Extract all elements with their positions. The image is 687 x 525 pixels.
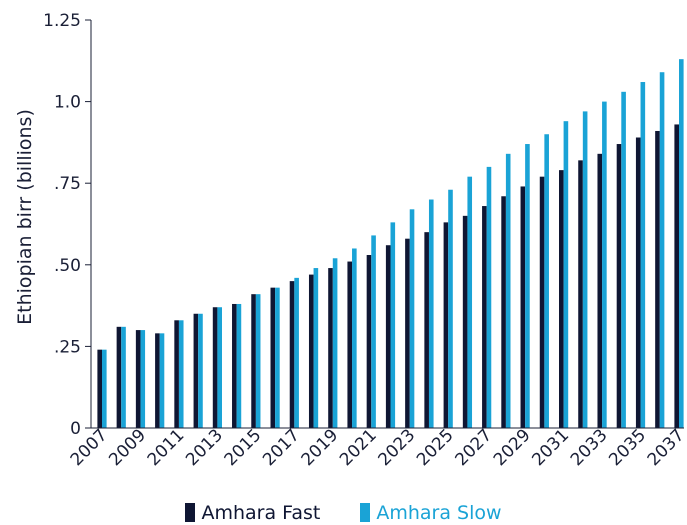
legend-item-amhara-fast: Amhara Fast	[185, 502, 320, 524]
bar-amhara-fast-2034	[616, 144, 622, 428]
bar-amhara-fast-2007	[97, 349, 102, 428]
bar-amhara-slow-2032	[582, 111, 588, 428]
bar-amhara-fast-2022	[385, 245, 391, 428]
bar-amhara-slow-2025	[448, 189, 453, 428]
bar-amhara-fast-2008	[116, 326, 122, 428]
bar-amhara-slow-2019	[332, 258, 338, 428]
bar-amhara-slow-2013	[217, 307, 222, 428]
y-axis-title-group: Ethiopian birr (billions)	[14, 109, 36, 325]
y-tick-label: .25	[54, 337, 81, 357]
axes-group	[90, 20, 684, 429]
bar-amhara-fast-2019	[328, 268, 333, 428]
bar-amhara-fast-2015	[251, 294, 256, 428]
bar-amhara-fast-2026	[462, 215, 468, 428]
bar-amhara-slow-2031	[563, 121, 569, 429]
bar-amhara-fast-2033	[597, 153, 603, 428]
bar-amhara-slow-2017	[294, 277, 299, 428]
bar-amhara-fast-2011	[174, 320, 179, 428]
x-tick-label: 2027	[451, 425, 496, 470]
x-tick-label: 2033	[567, 425, 612, 470]
bar-amhara-fast-2031	[559, 170, 564, 428]
bar-amhara-fast-2035	[635, 137, 641, 428]
bar-amhara-fast-2036	[655, 130, 660, 429]
bar-amhara-fast-2024	[424, 232, 429, 428]
y-axis-ticks: 0 .25 .50 .75 1.0 1.25	[43, 11, 91, 439]
x-tick-label: 2029	[490, 425, 535, 470]
bar-amhara-slow-2036	[659, 72, 665, 428]
x-tick-label: 2035	[605, 425, 650, 470]
bar-amhara-slow-2024	[428, 199, 434, 428]
bar-amhara-slow-2015	[255, 294, 261, 428]
bar-amhara-slow-2034	[621, 91, 626, 428]
bar-amhara-slow-2007	[102, 349, 107, 428]
bar-amhara-slow-2029	[525, 144, 530, 428]
x-tick-label: 2023	[375, 425, 420, 470]
x-tick-label: 2037	[644, 425, 687, 470]
bar-amhara-slow-2022	[390, 222, 396, 428]
bar-amhara-slow-2009	[140, 330, 146, 428]
y-tick-label: 1.0	[54, 93, 81, 113]
x-tick-label: 2021	[336, 425, 381, 470]
bar-amhara-fast-2025	[443, 222, 449, 428]
x-tick-label: 2025	[413, 425, 458, 470]
bar-amhara-slow-2035	[640, 82, 646, 429]
legend-label-amhara-fast: Amhara Fast	[201, 501, 321, 524]
y-tick-label: 1.25	[43, 11, 81, 31]
bar-amhara-slow-2037	[679, 59, 684, 429]
x-tick-label: 2031	[528, 425, 573, 470]
bar-amhara-fast-2028	[501, 196, 506, 428]
bar-amhara-fast-2013	[212, 307, 218, 428]
bar-amhara-fast-2014	[232, 303, 237, 428]
bar-amhara-fast-2032	[578, 160, 583, 428]
bars-group	[97, 59, 684, 429]
x-tick-label: 2013	[182, 425, 227, 470]
bar-amhara-fast-2020	[347, 261, 353, 428]
x-tick-label: 2015	[221, 425, 266, 470]
y-tick-label: .50	[54, 256, 81, 276]
legend-item-amhara-slow: Amhara Slow	[360, 501, 502, 524]
bar-amhara-fast-2018	[308, 274, 314, 428]
x-tick-label: 2009	[105, 425, 150, 470]
bar-amhara-fast-2010	[155, 333, 160, 428]
x-tick-label: 2017	[259, 425, 304, 470]
legend-swatch-amhara-fast	[185, 503, 196, 522]
bar-amhara-slow-2018	[313, 268, 319, 428]
bar-amhara-slow-2033	[602, 101, 607, 428]
bar-amhara-fast-2017	[289, 281, 295, 428]
bar-amhara-slow-2010	[159, 333, 165, 428]
x-tick-label: 2011	[144, 425, 189, 470]
bar-amhara-fast-2023	[405, 238, 410, 428]
bar-amhara-fast-2027	[482, 206, 487, 428]
bar-amhara-slow-2023	[409, 209, 415, 428]
legend-label-amhara-slow: Amhara Slow	[376, 501, 502, 524]
bar-amhara-slow-2008	[121, 326, 126, 428]
bar-amhara-fast-2029	[520, 186, 526, 428]
bar-amhara-slow-2028	[505, 153, 511, 428]
bar-amhara-fast-2012	[193, 313, 199, 428]
bar-amhara-slow-2012	[198, 313, 203, 428]
bar-amhara-slow-2016	[275, 287, 280, 428]
y-tick-label: .75	[54, 174, 81, 194]
bar-amhara-fast-2009	[135, 330, 141, 428]
x-axis-ticks: 2007200920112013201520172019202120232025…	[67, 425, 687, 470]
legend-swatch-amhara-slow	[360, 503, 371, 522]
bar-amhara-slow-2020	[352, 248, 357, 428]
legend: Amhara Fast Amhara Slow	[0, 500, 687, 525]
x-tick-label: 2019	[298, 425, 343, 470]
bar-amhara-slow-2027	[486, 166, 492, 428]
bar-amhara-slow-2014	[236, 303, 242, 428]
bar-amhara-fast-2037	[674, 124, 679, 428]
bar-amhara-slow-2021	[371, 235, 376, 428]
bar-amhara-fast-2030	[539, 176, 545, 428]
y-axis-title: Ethiopian birr (billions)	[14, 109, 36, 325]
bar-amhara-slow-2011	[178, 320, 184, 428]
bar-amhara-slow-2030	[544, 134, 549, 429]
bar-amhara-fast-2021	[366, 255, 372, 428]
bar-amhara-fast-2016	[270, 287, 276, 428]
y-tick-label: 0	[70, 419, 81, 439]
bar-amhara-slow-2026	[467, 176, 473, 428]
